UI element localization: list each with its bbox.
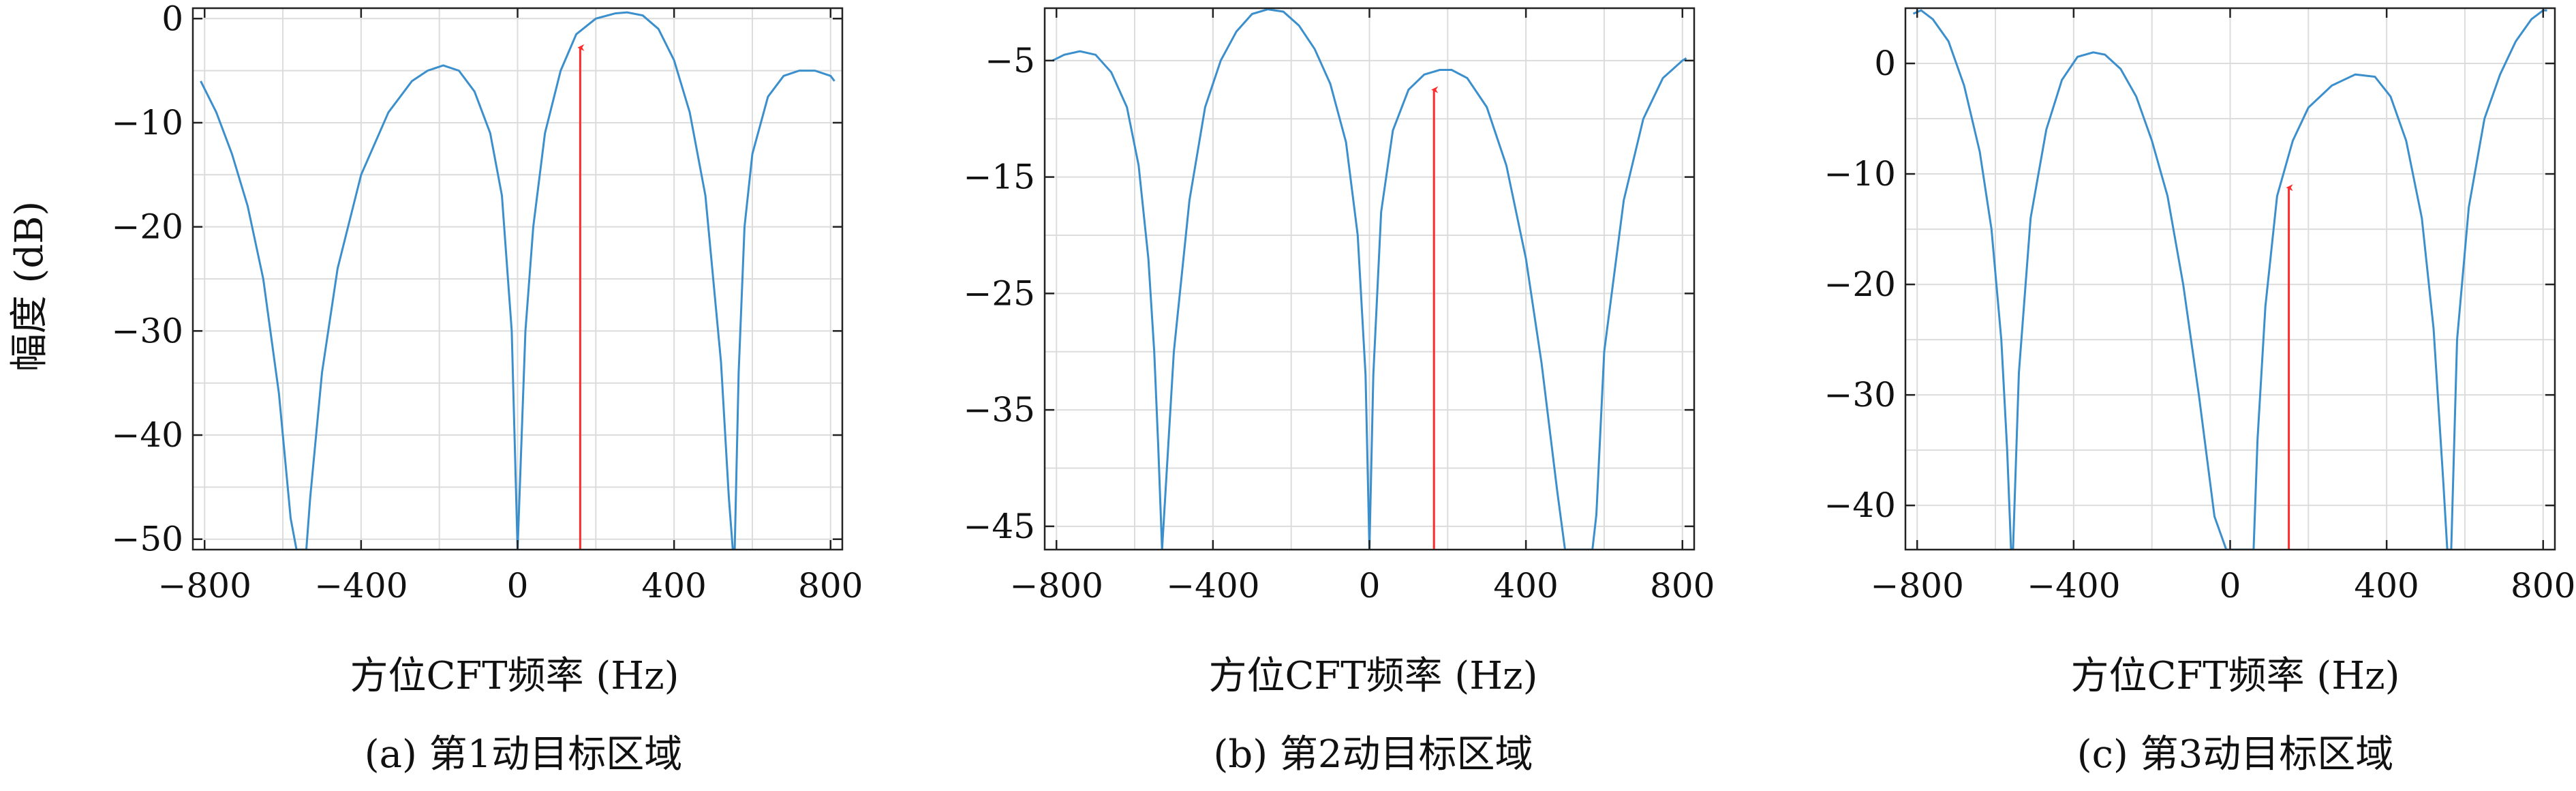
- plot-b: −800 −400 0 400 800 −5 −15 −25 −35 −45: [963, 7, 1715, 606]
- x-tick-label: 800: [2511, 566, 2575, 606]
- y-tick-label: −40: [1824, 486, 1896, 525]
- series-line: [1052, 8, 1687, 550]
- caption-a: (a) 第1动目标区域: [365, 732, 683, 777]
- y-tick-label: −50: [111, 520, 183, 559]
- y-tick-label: −10: [1824, 154, 1896, 194]
- x-tick-label: −800: [1010, 566, 1103, 606]
- series-line: [200, 11, 835, 550]
- y-tick-label: −10: [111, 103, 183, 143]
- y-tick-label: −45: [963, 507, 1035, 546]
- y-axis-title-a: 幅度 (dB): [7, 201, 52, 372]
- y-tick-label: −30: [111, 311, 183, 350]
- y-tick-label: −25: [963, 273, 1035, 313]
- x-tick-label: 800: [1650, 566, 1715, 606]
- x-axis-title-b: 方位CFT频率 (Hz): [1209, 654, 1538, 698]
- x-tick-label: 0: [507, 566, 529, 606]
- y-tick-label: −20: [111, 207, 183, 247]
- y-tick-label: 0: [162, 0, 183, 38]
- x-tick-label: 0: [1359, 566, 1381, 606]
- panel-b: −800 −400 0 400 800 −5 −15 −25 −35 −45 方位CFT频率 (H…: [963, 7, 1715, 777]
- grid: [1905, 8, 2555, 550]
- x-axis-title-c: 方位CFT频率 (Hz): [2071, 654, 2400, 698]
- y-tick-label: −40: [111, 415, 183, 455]
- x-tick-label: 0: [2220, 566, 2241, 606]
- x-tick-label: 800: [798, 566, 863, 606]
- panel-c: −800 −400 0 400 800 0 −10 −20 −30 −40 方位CFT频率 (Hz…: [1824, 7, 2575, 777]
- x-tick-label: −800: [1871, 566, 1964, 606]
- panel-a: −800 −400 0 400 800 0 −10 −20 −30 −40 −50 方位CFT频率 …: [7, 0, 863, 777]
- x-tick-label: −800: [158, 566, 251, 606]
- x-tick-label: 400: [2354, 566, 2419, 606]
- plot-c: −800 −400 0 400 800 0 −10 −20 −30 −40: [1824, 7, 2575, 606]
- series-line: [1912, 9, 2547, 550]
- y-tick-label: −35: [963, 390, 1035, 430]
- x-tick-label: 400: [641, 566, 706, 606]
- x-tick-label: −400: [1166, 566, 1259, 606]
- y-tick-label: 0: [1874, 44, 1896, 83]
- x-tick-label: −400: [2027, 566, 2120, 606]
- y-tick-label: −30: [1824, 375, 1896, 415]
- y-tick-label: −5: [985, 41, 1035, 80]
- y-tick-label: −15: [963, 158, 1035, 197]
- grid: [193, 8, 842, 550]
- caption-c: (c) 第3动目标区域: [2077, 732, 2394, 777]
- caption-b: (b) 第2动目标区域: [1214, 732, 1533, 777]
- y-tick-label: −20: [1824, 265, 1896, 304]
- x-tick-label: 400: [1493, 566, 1558, 606]
- x-tick-label: −400: [314, 566, 408, 606]
- x-axis-title-a: 方位CFT频率 (Hz): [350, 654, 679, 698]
- grid: [1045, 8, 1694, 550]
- plot-a: −800 −400 0 400 800 0 −10 −20 −30 −40 −50: [111, 0, 863, 606]
